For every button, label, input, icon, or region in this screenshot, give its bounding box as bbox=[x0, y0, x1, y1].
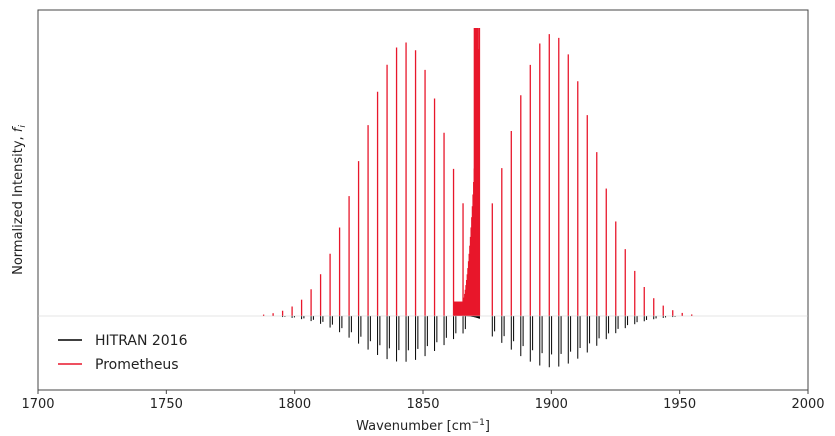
x-tick-label: 1900 bbox=[535, 397, 568, 412]
plot-area bbox=[37, 9, 809, 391]
x-tick-label: 1700 bbox=[21, 397, 54, 412]
x-axis-label: Wavenumber [cm−1] bbox=[356, 418, 490, 434]
legend-label-hitran: HITRAN 2016 bbox=[95, 333, 188, 349]
x-tick-label: 2000 bbox=[791, 397, 824, 412]
x-tick-label: 1750 bbox=[150, 397, 183, 412]
legend-label-prometheus: Prometheus bbox=[95, 357, 179, 373]
y-axis-label: Normalized Intensity, fi bbox=[11, 125, 28, 275]
x-axis-ticks: 1700 1750 1800 1850 1900 1950 2000 bbox=[21, 390, 825, 412]
x-tick-label: 1850 bbox=[406, 397, 439, 412]
x-tick-label: 1800 bbox=[278, 397, 311, 412]
x-tick-label: 1950 bbox=[663, 397, 696, 412]
legend: HITRAN 2016 Prometheus bbox=[58, 333, 188, 373]
series-layer bbox=[262, 28, 693, 368]
